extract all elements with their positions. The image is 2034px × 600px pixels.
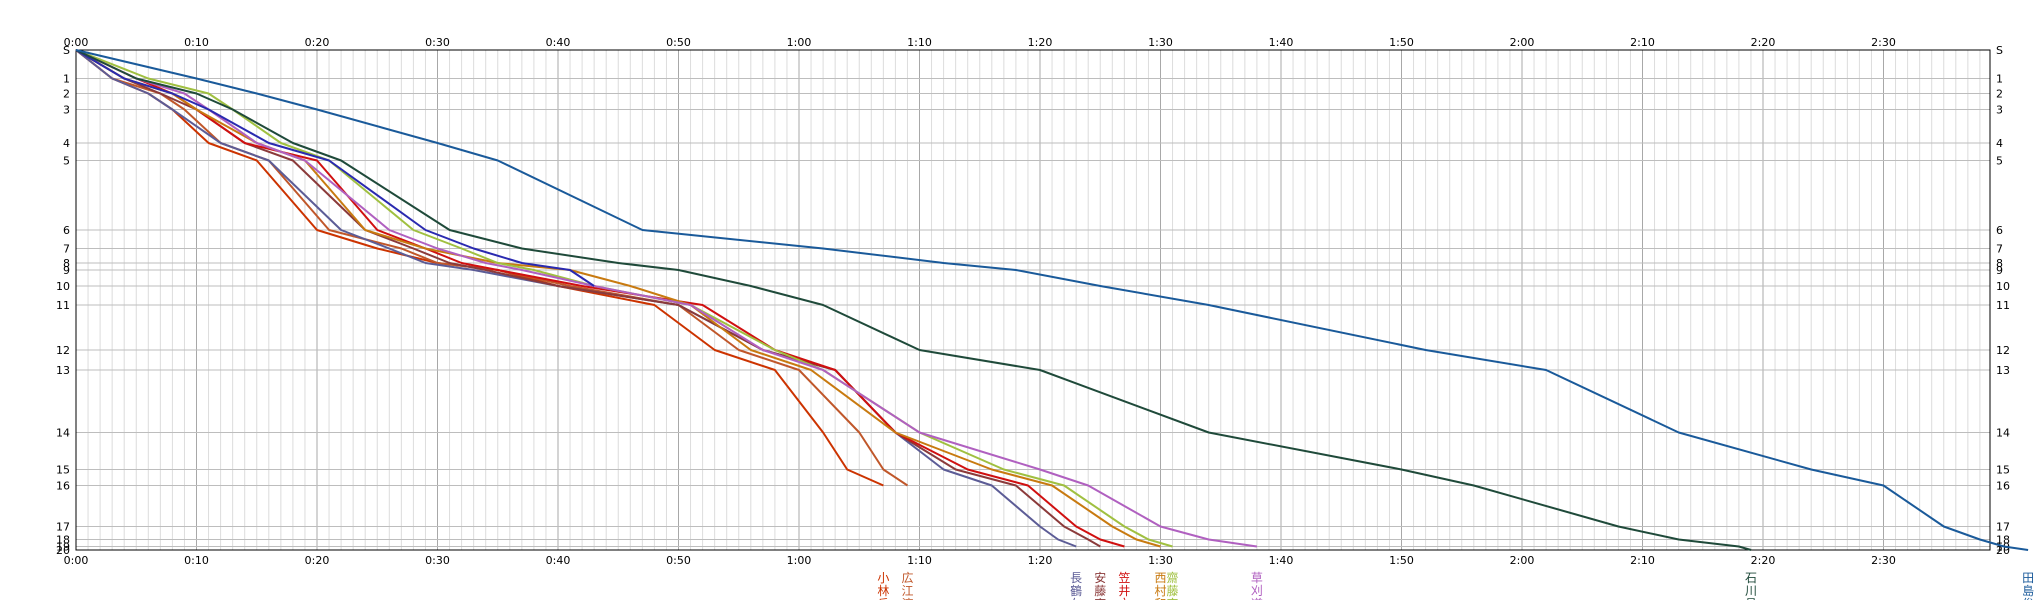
y-tick-label: 19 [56, 541, 70, 554]
runner-name-label: 西村和 [1154, 571, 1166, 600]
x-tick-label: 1:30 [1148, 36, 1173, 49]
x-tick-label: 0:30 [425, 36, 450, 49]
x-tick-label: 1:20 [1028, 554, 1053, 567]
x-tick-label: 1:20 [1028, 36, 1053, 49]
y-tick-label: 13 [1996, 364, 2010, 377]
y-tick-label: 6 [63, 224, 70, 237]
x-tick-label: 0:50 [666, 554, 691, 567]
series-line [75, 49, 1161, 548]
runner-name-label: 小林岳 [877, 571, 889, 600]
y-tick-label: 18 [1996, 534, 2010, 547]
y-tick-label: 16 [56, 480, 70, 493]
y-tick-label: 2 [1996, 88, 2003, 101]
y-tick-label: 7 [1996, 243, 2003, 256]
x-tick-label: 1:30 [1148, 554, 1173, 567]
runner-name-label: 安藤克 [1094, 570, 1106, 600]
top-x-axis: 0:00 0:10 0:20 0:30 0:40 0:50 1:00 1:10 1:20 1:30… [64, 36, 1896, 49]
y-tick-label: 3 [63, 104, 70, 117]
x-tick-label: 2:00 [1510, 36, 1535, 49]
x-tick-label: 1:00 [787, 554, 812, 567]
x-tick-label: 1:50 [1389, 36, 1414, 49]
runner-name-label: 石川昌 [1745, 571, 1757, 600]
y-tick-label: 13 [56, 364, 70, 377]
y-tick-label: 4 [63, 137, 70, 150]
y-tick-label: S [63, 44, 70, 57]
x-tick-label: 2:20 [1751, 554, 1776, 567]
series-line [75, 49, 2029, 551]
x-tick-label: 2:30 [1871, 36, 1896, 49]
y-tick-label: 5 [1996, 155, 2003, 168]
runner-labels: 小林岳広江淳 長鶴久安藤克笠井文 西村和齋藤宏 草刈道 石川昌 田島俊 [877, 570, 2034, 600]
major-grid [76, 50, 1990, 550]
y-tick-label: 10 [56, 280, 70, 293]
y-tick-label: 12 [56, 344, 70, 357]
x-tick-label: 0:00 [64, 554, 89, 567]
y-tick-label: 7 [63, 243, 70, 256]
y-tick-label: 11 [1996, 299, 2010, 312]
x-tick-label: 1:10 [907, 36, 932, 49]
y-tick-label: 17 [56, 521, 70, 534]
y-tick-label: 15 [1996, 464, 2010, 477]
y-tick-label: S [1996, 44, 2003, 57]
y-tick-label: 1 [63, 73, 70, 86]
y-tick-label: 6 [1996, 224, 2003, 237]
x-tick-label: 2:00 [1510, 554, 1535, 567]
x-tick-label: 2:20 [1751, 36, 1776, 49]
y-tick-label: 17 [1996, 521, 2010, 534]
runner-name-label: 草刈道 [1251, 571, 1263, 600]
x-tick-label: 1:50 [1389, 554, 1414, 567]
y-tick-label: 12 [1996, 344, 2010, 357]
x-tick-label: 2:10 [1630, 554, 1655, 567]
y-tick-label: 10 [1996, 280, 2010, 293]
x-tick-label: 2:30 [1871, 554, 1896, 567]
y-tick-label: 9 [1996, 264, 2003, 277]
x-tick-label: 2:10 [1630, 36, 1655, 49]
series-line [75, 49, 909, 487]
y-tick-label: 3 [1996, 104, 2003, 117]
y-tick-label: 15 [56, 464, 70, 477]
y-tick-label: 4 [1996, 137, 2003, 150]
y-tick-label: 14 [1996, 427, 2010, 440]
x-tick-label: 0:20 [305, 554, 330, 567]
x-tick-label: 0:40 [546, 554, 571, 567]
series-line [75, 49, 1752, 551]
y-tick-label: 9 [63, 264, 70, 277]
runner-name-label: 笠井文 [1118, 570, 1130, 600]
x-tick-label: 1:40 [1269, 554, 1294, 567]
bottom-x-axis: 0:00 0:10 0:20 0:30 0:40 0:50 1:00 1:10 1:20 1:30… [64, 554, 1896, 567]
plot-frame [75, 49, 1991, 551]
minor-grid [87, 50, 1981, 550]
runner-name-label: 田島俊 [2022, 571, 2034, 600]
x-tick-label: 0:00 [64, 36, 89, 49]
runner-name-label: 齋藤宏 [1167, 570, 1179, 600]
y-tick-label: 8 [1996, 257, 2003, 270]
y-tick-label: 11 [56, 299, 70, 312]
x-tick-label: 0:30 [425, 554, 450, 567]
y-tick-label: 1 [1996, 73, 2003, 86]
y-tick-label: 16 [1996, 480, 2010, 493]
y-tick-label: 8 [63, 257, 70, 270]
x-tick-label: 0:10 [184, 36, 209, 49]
y-tick-label: 20 [56, 544, 70, 557]
series-line [75, 49, 595, 287]
y-tick-label: 5 [63, 155, 70, 168]
x-tick-label: 0:40 [546, 36, 571, 49]
x-tick-label: 0:50 [666, 36, 691, 49]
x-tick-label: 0:20 [305, 36, 330, 49]
x-tick-label: 0:10 [184, 554, 209, 567]
series-lines [75, 49, 2029, 551]
runner-name-label: 長鶴久 [1070, 571, 1082, 600]
series-line [75, 49, 1077, 548]
x-tick-label: 1:00 [787, 36, 812, 49]
x-tick-label: 1:10 [907, 554, 932, 567]
y-tick-label: 2 [63, 88, 70, 101]
x-tick-label: 1:40 [1269, 36, 1294, 49]
runner-name-label: 広江淳 [901, 571, 913, 600]
y-tick-label: 18 [56, 534, 70, 547]
y-tick-label: 14 [56, 427, 70, 440]
